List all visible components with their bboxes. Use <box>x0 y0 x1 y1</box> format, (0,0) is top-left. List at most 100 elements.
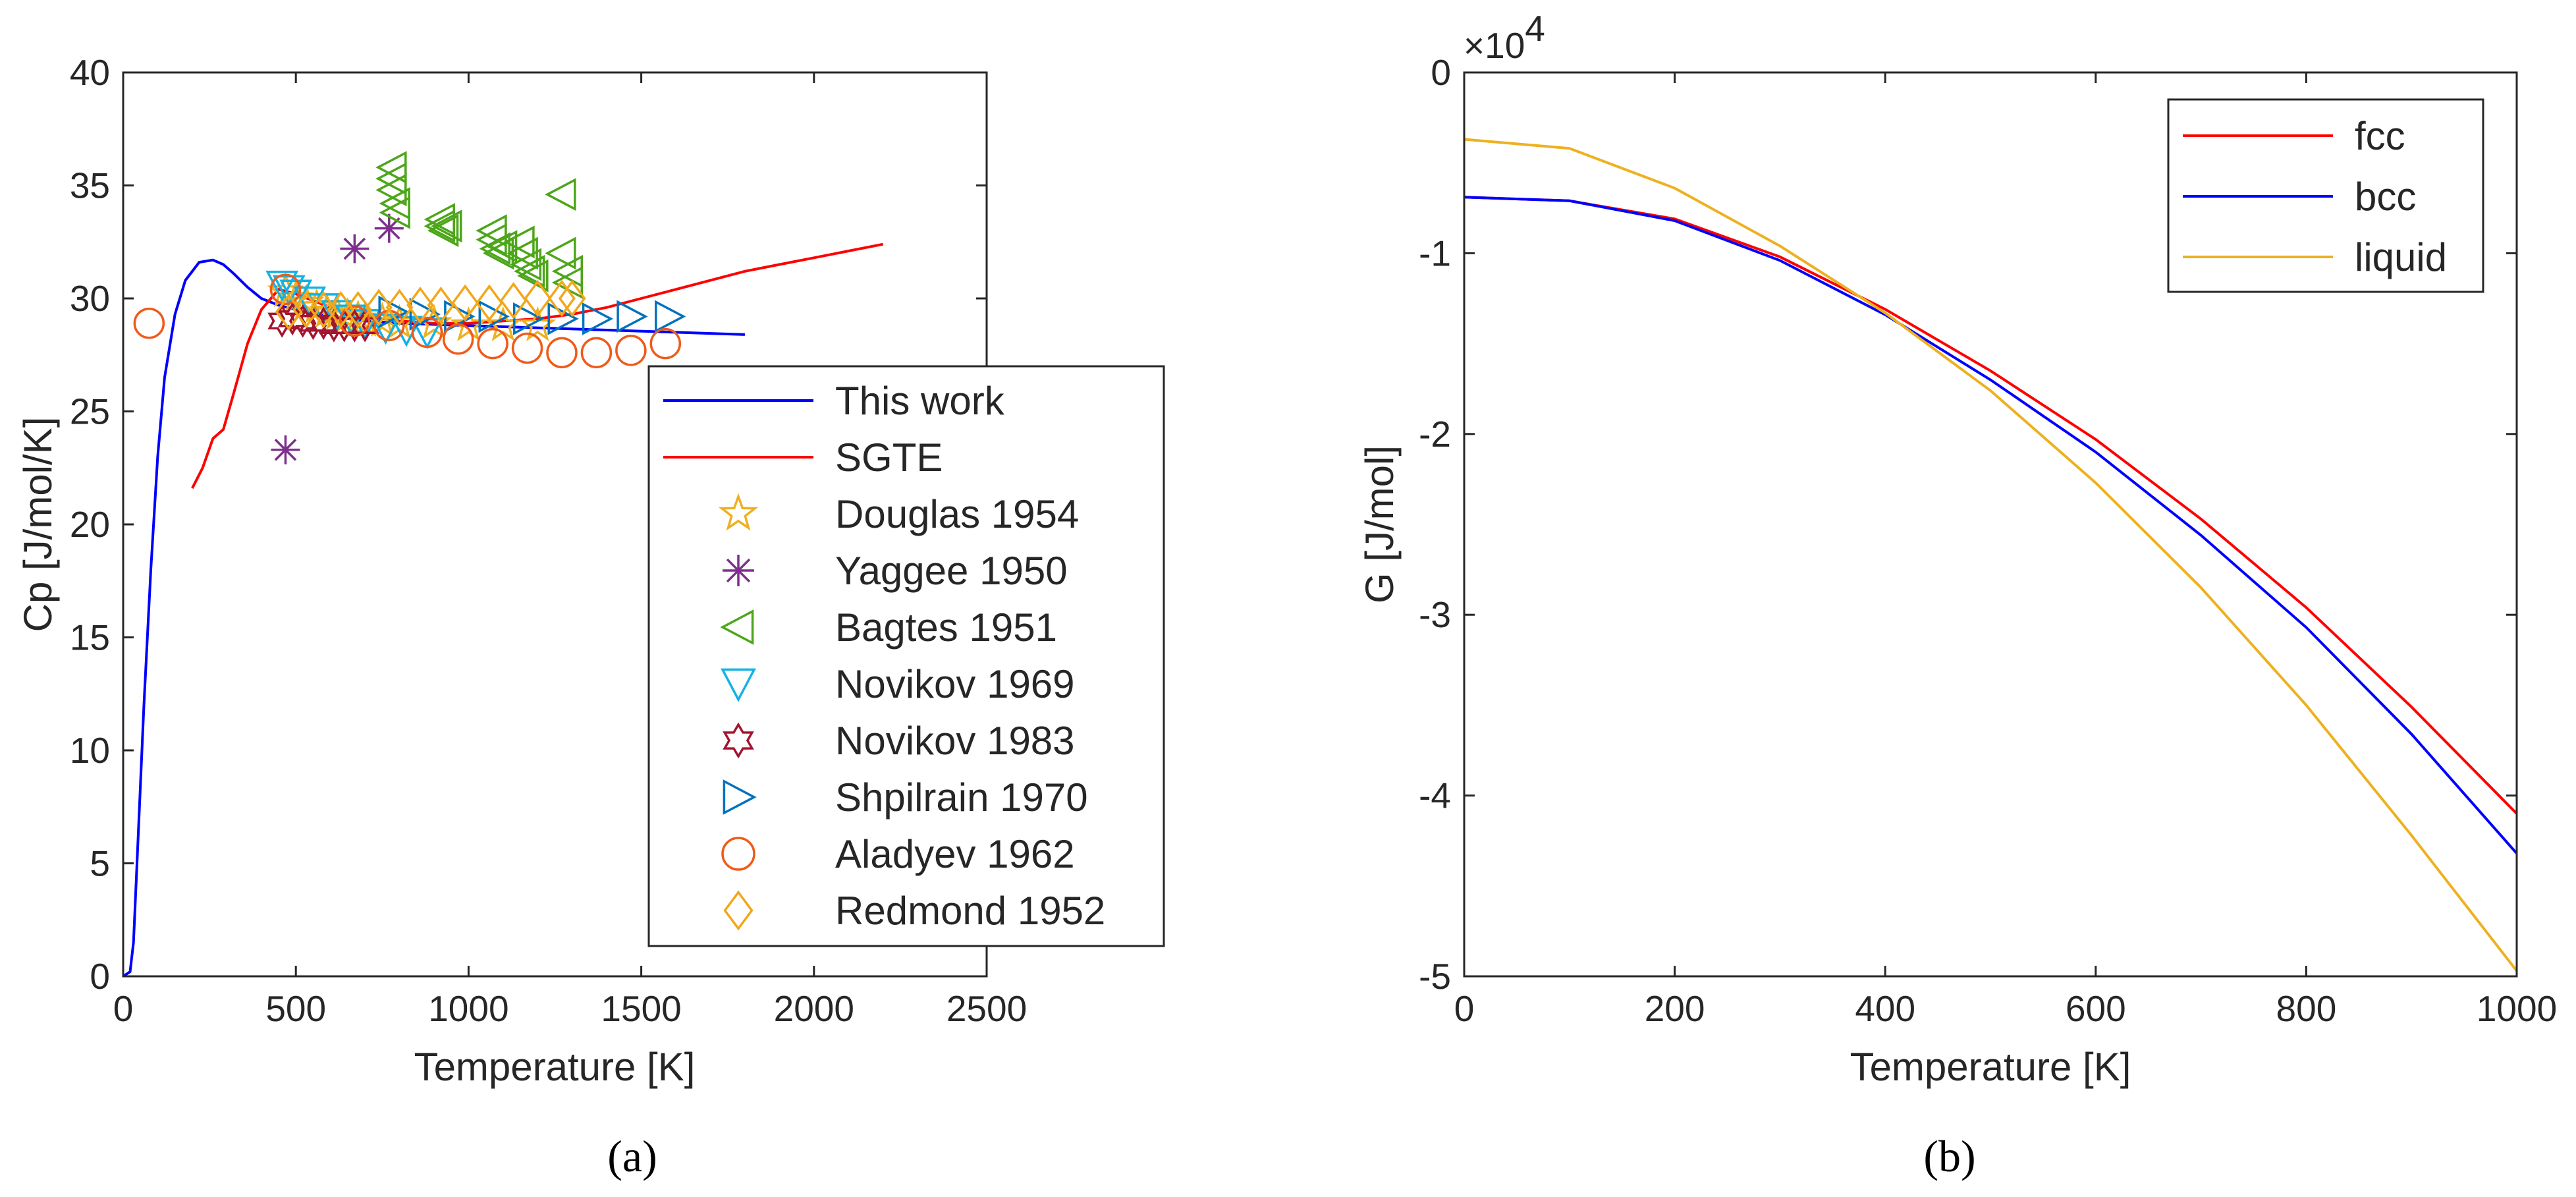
axis-ticks-a: 0 500 1000 1500 2000 2500 0 5 10 15 20 25 30 35 40 <box>70 52 1027 1029</box>
legend-swatch-shpilrain-1970 <box>723 779 757 815</box>
x-tick-label-a: 2500 <box>946 988 1027 1029</box>
legend-label-novikov-1969: Novikov 1969 <box>835 662 1075 706</box>
data-point-aladyev-1962 <box>649 327 682 360</box>
y-multiplier-base: ×10 <box>1464 25 1525 66</box>
x-tick-label-b: 200 <box>1645 988 1705 1029</box>
legend-box-a <box>647 365 1165 947</box>
data-point-bagtes-1951 <box>379 196 410 229</box>
data-point-douglas-1954 <box>329 297 366 333</box>
y-tick-label-a: 5 <box>90 843 110 884</box>
y-tick-label-b: -5 <box>1419 956 1451 997</box>
x-tick-label-a: 1500 <box>601 988 681 1029</box>
data-point-redmond-1952 <box>406 287 434 324</box>
legend-swatch-novikov-1983 <box>723 722 754 759</box>
data-point-bagtes-1951 <box>424 209 455 243</box>
x-tick-label-b: 800 <box>2276 988 2337 1029</box>
legend-label-this-work: This work <box>835 379 1005 423</box>
legend-swatch-novikov-1969 <box>721 668 756 702</box>
legend-label-novikov-1983: Novikov 1983 <box>835 719 1075 763</box>
data-point-redmond-1952 <box>476 284 503 322</box>
data-point-novikov-1983 <box>298 306 328 341</box>
data-point-redmond-1952 <box>344 291 372 329</box>
data-point-bagtes-1951 <box>503 225 535 259</box>
chart-panel-a: 0 500 1000 1500 2000 2500 0 5 10 15 20 25 30 35 40 Tem… <box>16 52 1165 1181</box>
data-point-shpilrain-1970 <box>617 300 648 333</box>
data-point-bagtes-1951 <box>507 237 538 270</box>
data-point-shpilrain-1970 <box>409 298 441 331</box>
legend-swatch-aladyev-1962 <box>721 837 755 871</box>
data-point-bagtes-1951 <box>482 237 514 270</box>
legend-swatch-redmond-1952 <box>723 890 754 931</box>
data-point-aladyev-1962 <box>269 273 302 306</box>
data-point-bagtes-1951 <box>431 209 462 243</box>
y-tick-label-a: 20 <box>70 504 110 545</box>
series-markers-a <box>133 151 686 464</box>
y-tick-label-b: 0 <box>1431 52 1451 93</box>
data-point-yaggee-1950 <box>271 435 300 464</box>
y-tick-label-a: 0 <box>90 956 110 997</box>
y-multiplier-b: ×104 <box>1464 8 1545 66</box>
data-point-aladyev-1962 <box>411 316 443 348</box>
data-point-yaggee-1950 <box>340 234 370 264</box>
y-axis-label-b: G [J/mol] <box>1357 445 1402 603</box>
x-tick-label-a: 2000 <box>774 988 854 1029</box>
y-tick-label-b: -2 <box>1419 414 1451 455</box>
axes-box-b <box>1463 71 2518 978</box>
data-point-redmond-1952 <box>385 289 414 326</box>
y-tick-label-a: 10 <box>70 730 110 771</box>
data-point-aladyev-1962 <box>477 327 508 360</box>
data-point-redmond-1952 <box>499 282 528 320</box>
y-tick-label-b: -3 <box>1419 594 1451 635</box>
data-point-aladyev-1962 <box>511 332 543 364</box>
x-tick-label-a: 0 <box>113 988 134 1029</box>
data-point-shpilrain-1970 <box>478 300 510 333</box>
data-point-bagtes-1951 <box>545 237 576 270</box>
legend-label-fcc: fcc <box>2355 114 2405 158</box>
legend-label-yaggee-1950: Yaggee 1950 <box>835 549 1068 593</box>
y-tick-label-a: 30 <box>70 278 110 319</box>
legend-swatch-yaggee-1950 <box>723 555 754 586</box>
data-point-aladyev-1962 <box>339 305 371 337</box>
legend-label-aladyev-1962: Aladyev 1962 <box>835 832 1075 876</box>
series-lines-b <box>1464 138 2518 972</box>
legend-label-bcc: bcc <box>2355 175 2416 219</box>
y-tick-label-a: 25 <box>70 391 110 432</box>
data-point-aladyev-1962 <box>442 323 474 355</box>
legend-label-liquid: liquid <box>2355 235 2447 279</box>
data-point-redmond-1952 <box>365 289 393 326</box>
x-axis-label-a: Temperature [K] <box>414 1045 696 1089</box>
x-tick-label-a: 500 <box>265 988 326 1029</box>
data-point-bagtes-1951 <box>479 232 510 265</box>
data-point-shpilrain-1970 <box>547 302 579 335</box>
data-point-redmond-1952 <box>548 279 576 318</box>
chart-panel-b: 0 200 400 600 800 1000 0 -1 -2 -3 -4 -5 ×104 Temper… <box>1357 8 2557 1181</box>
data-point-redmond-1952 <box>558 279 586 318</box>
legend-swatch-douglas-1954 <box>718 493 759 531</box>
legend-label-douglas-1954: Douglas 1954 <box>835 492 1079 536</box>
x-axis-label-b: Temperature [K] <box>1850 1045 2131 1089</box>
y-tick-label-b: -1 <box>1419 233 1451 273</box>
y-tick-label-a: 40 <box>70 52 110 93</box>
panel-label-b: (b) <box>1923 1131 1975 1181</box>
legend-b: fcc bcc liquid <box>2167 98 2484 293</box>
data-point-yaggee-1950 <box>374 213 404 243</box>
series-line-bcc <box>1464 196 2518 854</box>
x-tick-label-b: 0 <box>1454 988 1475 1029</box>
data-point-aladyev-1962 <box>133 307 165 339</box>
data-point-aladyev-1962 <box>546 337 578 369</box>
series-line-sgte <box>191 242 884 489</box>
x-tick-label-b: 1000 <box>2477 988 2557 1029</box>
data-point-shpilrain-1970 <box>378 295 410 329</box>
data-point-bagtes-1951 <box>517 259 549 292</box>
x-tick-label-b: 600 <box>2066 988 2126 1029</box>
data-point-aladyev-1962 <box>580 337 613 369</box>
data-point-redmond-1952 <box>427 287 455 324</box>
data-point-shpilrain-1970 <box>582 302 614 335</box>
legend-label-sgte: SGTE <box>835 435 943 480</box>
y-multiplier-exponent: 4 <box>1525 8 1545 49</box>
x-tick-label-b: 400 <box>1855 988 1915 1029</box>
legend-label-shpilrain-1970: Shpilrain 1970 <box>835 775 1088 820</box>
y-tick-label-a: 15 <box>70 617 110 658</box>
y-tick-label-b: -4 <box>1419 775 1451 816</box>
